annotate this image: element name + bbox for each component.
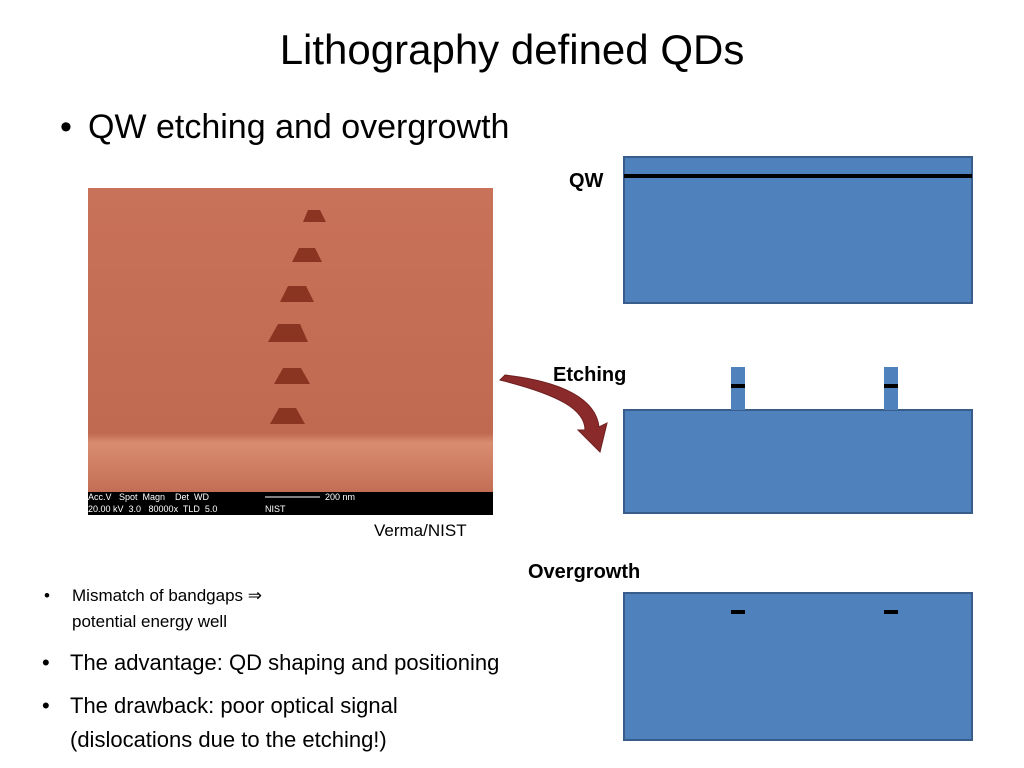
sem-scale: 200 nm xyxy=(325,492,356,502)
diagram-label: Etching xyxy=(553,364,627,386)
sem-lab: NIST xyxy=(265,504,286,514)
title: Lithography defined QDs xyxy=(279,26,745,73)
diagrams xyxy=(623,156,973,741)
arrow xyxy=(499,374,608,453)
sem-info-values: 20.00 kV 3.0 80000x TLD 5.0 xyxy=(88,504,218,514)
diagram-label: QW xyxy=(569,170,604,192)
note: Mismatch of bandgaps ⇒ potential energy … xyxy=(44,583,322,635)
bullet: QW etching and overgrowth xyxy=(60,108,509,147)
diagram-label: Overgrowth xyxy=(528,561,641,583)
sem-info-header: Acc.V Spot Magn Det WD xyxy=(88,492,210,502)
caption: Verma/NIST xyxy=(374,521,467,540)
bullet: The advantage: QD shaping and positionin… xyxy=(42,650,499,676)
quantum-wells xyxy=(624,174,972,614)
sem-image xyxy=(88,188,493,515)
bullet: The drawback: poor optical signal (dislo… xyxy=(42,689,490,757)
